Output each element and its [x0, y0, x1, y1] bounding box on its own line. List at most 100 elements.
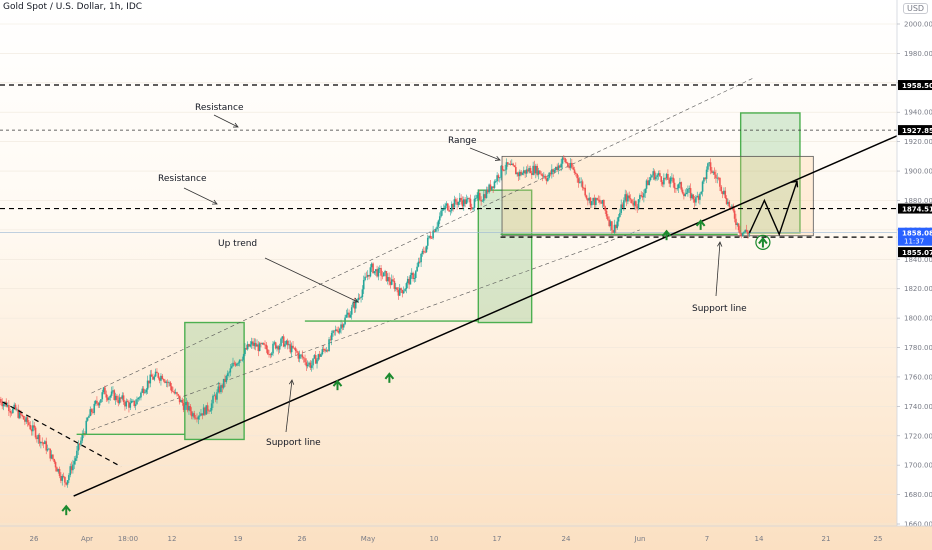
- candle-body: [330, 333, 333, 341]
- candle-body: [194, 417, 197, 419]
- candle-body: [687, 188, 689, 193]
- candle-body: [190, 411, 193, 417]
- candle-body: [643, 193, 645, 198]
- y-tick-label: 1760.00: [904, 373, 932, 381]
- candle-body: [482, 194, 485, 201]
- candle-body: [373, 271, 376, 274]
- candle-body: [118, 397, 121, 404]
- y-tick-label: 2000.00: [904, 21, 932, 29]
- candle-body: [681, 189, 684, 194]
- candle-body: [257, 344, 260, 352]
- candle-body: [676, 188, 679, 190]
- candle-body: [748, 233, 751, 235]
- candle-body: [310, 365, 313, 368]
- candle-body: [329, 339, 332, 341]
- resistance-top-pointer: [213, 114, 239, 128]
- candle-body: [98, 402, 101, 406]
- candle-body: [704, 177, 707, 179]
- candle-body: [181, 399, 184, 403]
- y-tick-label: 1800.00: [904, 315, 932, 323]
- candle-body: [540, 173, 542, 175]
- candle-body: [266, 349, 269, 355]
- candle-body: [142, 388, 145, 394]
- candle-body: [700, 191, 703, 194]
- candle-body: [693, 199, 696, 203]
- candle-body: [741, 233, 744, 236]
- candle-body: [129, 402, 132, 408]
- arrow-head: [384, 372, 395, 380]
- candle-body: [557, 165, 560, 171]
- candle-body: [551, 169, 553, 175]
- candle-body: [632, 203, 635, 206]
- candle-body: [161, 375, 164, 380]
- candle-body: [33, 425, 36, 428]
- candle-body: [10, 412, 13, 414]
- candle-body: [376, 269, 378, 277]
- candle-body: [456, 201, 458, 205]
- candle-body: [576, 174, 578, 179]
- candle-body: [136, 399, 138, 405]
- current-price-badge: 1858.08: [902, 230, 932, 238]
- arrow-head: [332, 379, 343, 387]
- candle-body: [591, 201, 593, 206]
- candle-body: [462, 199, 465, 207]
- candle-body: [567, 163, 569, 167]
- candle-body: [178, 395, 181, 403]
- candle-body: [130, 400, 133, 403]
- candle-body: [740, 233, 743, 236]
- candle-body: [233, 362, 236, 364]
- currency-badge[interactable]: USD: [903, 3, 929, 14]
- candle-body: [396, 287, 398, 291]
- candle-body: [703, 177, 705, 182]
- candle-body: [333, 330, 336, 332]
- candle-body: [332, 330, 334, 334]
- candle-body: [284, 344, 286, 347]
- candle-body: [0, 399, 2, 403]
- candle-body: [240, 359, 242, 361]
- x-tick-label: Apr: [81, 535, 93, 543]
- candle-body: [309, 362, 312, 368]
- candle-body: [568, 166, 570, 168]
- candle-body: [653, 171, 656, 180]
- candle-body: [669, 177, 672, 184]
- candle-body: [671, 177, 673, 179]
- candle-body: [532, 165, 534, 175]
- candle-body: [672, 177, 675, 183]
- candle-body: [114, 395, 117, 400]
- candle-body: [663, 177, 665, 185]
- candle-body: [437, 220, 440, 227]
- candle-body: [29, 424, 32, 430]
- x-tick-label: 19: [234, 535, 243, 543]
- candle-body: [679, 182, 681, 185]
- circled-up-arrow-icon: [758, 236, 768, 248]
- candle-body: [132, 400, 134, 402]
- candle-body: [26, 417, 29, 423]
- candle-body: [394, 287, 397, 289]
- candle-body: [378, 268, 381, 269]
- candle-body: [446, 203, 449, 211]
- downtrend-line: [2, 401, 122, 468]
- candle-body: [571, 162, 573, 168]
- candle-body: [692, 194, 695, 200]
- candle-body: [619, 212, 621, 217]
- candle-body: [273, 342, 276, 344]
- channel-upper-line: [91, 78, 753, 394]
- candle-body: [555, 166, 557, 170]
- candle-body: [365, 276, 368, 278]
- candle-body: [362, 280, 365, 290]
- candle-body: [575, 172, 577, 175]
- candle-body: [711, 170, 713, 173]
- candle-body: [64, 476, 66, 483]
- candle-body: [54, 462, 57, 468]
- candle-body: [465, 199, 468, 204]
- candle-body: [695, 197, 697, 203]
- candle-body: [709, 162, 712, 171]
- candle-body: [37, 434, 40, 440]
- candle-body: [24, 419, 26, 422]
- candle-body: [592, 197, 594, 202]
- candle-body: [120, 397, 122, 399]
- candle-body: [420, 253, 422, 263]
- candle-body: [490, 186, 493, 190]
